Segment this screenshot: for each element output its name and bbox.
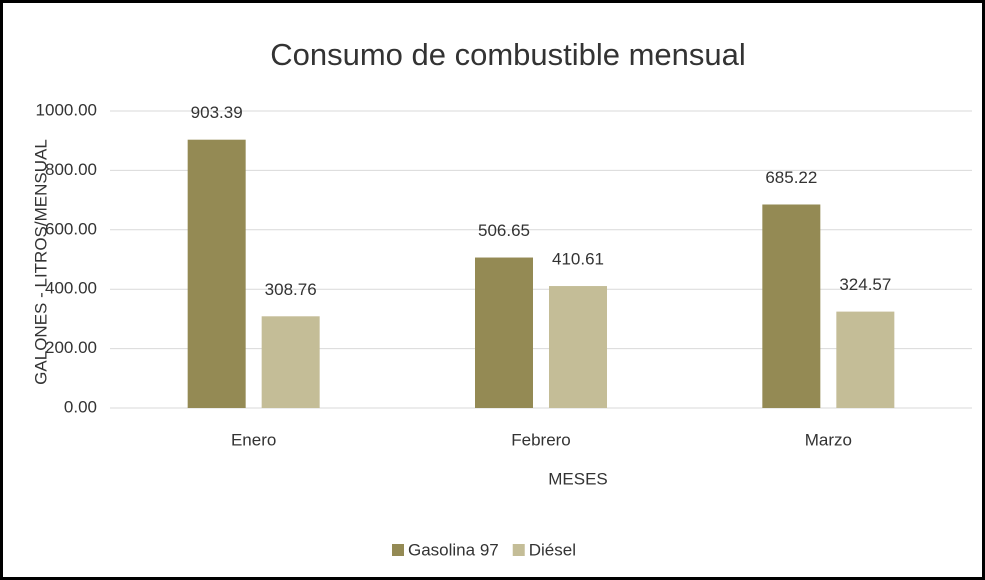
bar <box>836 311 895 408</box>
y-tick-label: 200.00 <box>45 338 97 357</box>
x-tick-label: Febrero <box>511 430 571 449</box>
bar <box>762 204 821 408</box>
data-label: 685.22 <box>765 168 817 187</box>
y-tick-label: 1000.00 <box>36 100 97 119</box>
data-label: 308.76 <box>265 280 317 299</box>
x-tick-label: Enero <box>231 430 276 449</box>
y-tick-label: 600.00 <box>45 219 97 238</box>
legend-swatch <box>392 544 404 556</box>
bar <box>261 316 320 408</box>
data-label: 324.57 <box>839 275 891 294</box>
y-tick-label: 0.00 <box>64 397 97 416</box>
bar <box>475 257 533 408</box>
y-tick-label: 400.00 <box>45 279 97 298</box>
bar <box>187 139 246 408</box>
x-axis-label: MESES <box>548 469 608 488</box>
y-tick-label: 800.00 <box>45 160 97 179</box>
legend-swatch <box>512 544 525 556</box>
data-label: 506.65 <box>478 221 530 240</box>
y-axis-label: GALONES - LITROS/MENSUAL <box>31 139 50 385</box>
data-label: 903.39 <box>191 103 243 122</box>
bar <box>549 286 607 408</box>
legend-label: Diésel <box>529 540 576 559</box>
x-tick-label: Marzo <box>805 430 852 449</box>
data-label: 410.61 <box>552 250 604 269</box>
chart-title: Consumo de combustible mensual <box>270 37 746 72</box>
legend-label: Gasolina 97 <box>408 540 499 559</box>
